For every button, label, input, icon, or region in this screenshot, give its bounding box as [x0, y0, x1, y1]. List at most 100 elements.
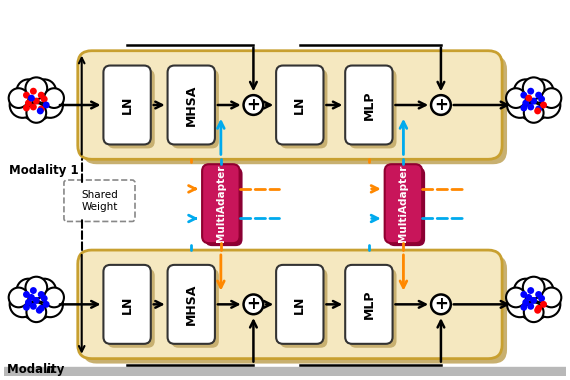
FancyBboxPatch shape: [280, 269, 327, 348]
Circle shape: [431, 95, 451, 115]
Circle shape: [535, 291, 542, 298]
Text: LN: LN: [121, 295, 133, 313]
Circle shape: [520, 304, 527, 311]
Circle shape: [23, 291, 30, 298]
Circle shape: [38, 92, 44, 98]
Circle shape: [535, 92, 542, 98]
Circle shape: [520, 291, 527, 298]
Text: Modality: Modality: [7, 363, 68, 375]
Circle shape: [243, 294, 263, 314]
Circle shape: [538, 295, 545, 302]
Circle shape: [41, 295, 48, 302]
Text: MLP: MLP: [363, 90, 376, 120]
Text: +: +: [246, 95, 260, 114]
Circle shape: [514, 79, 538, 103]
Circle shape: [30, 103, 37, 111]
Circle shape: [524, 302, 544, 322]
Circle shape: [535, 291, 560, 317]
Circle shape: [530, 297, 537, 304]
Circle shape: [43, 301, 50, 308]
FancyBboxPatch shape: [385, 164, 422, 243]
Text: MHSA: MHSA: [185, 283, 198, 325]
Circle shape: [530, 79, 553, 103]
FancyBboxPatch shape: [280, 70, 327, 149]
Circle shape: [527, 287, 534, 294]
Circle shape: [26, 78, 47, 99]
FancyBboxPatch shape: [103, 65, 151, 144]
Circle shape: [19, 285, 54, 320]
Circle shape: [542, 88, 561, 108]
FancyBboxPatch shape: [202, 164, 239, 243]
Circle shape: [527, 88, 534, 95]
Circle shape: [17, 279, 40, 302]
Circle shape: [41, 96, 48, 103]
Circle shape: [524, 103, 544, 123]
Circle shape: [30, 88, 37, 95]
Circle shape: [514, 279, 538, 302]
Circle shape: [523, 277, 544, 298]
Text: MLP: MLP: [363, 290, 376, 319]
Circle shape: [28, 95, 35, 101]
Circle shape: [526, 294, 532, 301]
Circle shape: [25, 100, 32, 106]
Circle shape: [26, 103, 46, 123]
FancyBboxPatch shape: [345, 65, 393, 144]
Circle shape: [506, 88, 526, 108]
Circle shape: [30, 287, 37, 294]
Text: +: +: [434, 295, 448, 313]
Circle shape: [38, 291, 44, 298]
FancyBboxPatch shape: [103, 265, 151, 344]
Circle shape: [530, 279, 553, 302]
Circle shape: [542, 288, 561, 307]
FancyBboxPatch shape: [78, 250, 502, 359]
Circle shape: [540, 101, 547, 108]
Circle shape: [33, 98, 40, 104]
FancyBboxPatch shape: [205, 167, 243, 246]
Circle shape: [38, 305, 44, 312]
Circle shape: [526, 95, 532, 101]
FancyBboxPatch shape: [276, 65, 324, 144]
Circle shape: [33, 297, 40, 304]
Text: LN: LN: [121, 96, 133, 114]
Circle shape: [30, 303, 37, 310]
Circle shape: [36, 307, 43, 314]
Circle shape: [520, 92, 527, 98]
Circle shape: [44, 288, 64, 307]
Circle shape: [516, 285, 551, 320]
Text: MHSA: MHSA: [185, 84, 198, 126]
Circle shape: [10, 92, 35, 118]
Circle shape: [23, 304, 30, 311]
Bar: [4, 367, 566, 377]
Circle shape: [535, 305, 542, 312]
Circle shape: [431, 294, 451, 314]
Circle shape: [527, 103, 534, 111]
Circle shape: [516, 85, 551, 121]
FancyBboxPatch shape: [172, 70, 219, 149]
Circle shape: [37, 92, 63, 118]
FancyBboxPatch shape: [64, 180, 135, 222]
Text: +: +: [434, 95, 448, 114]
Circle shape: [26, 302, 46, 322]
Circle shape: [522, 299, 529, 306]
Circle shape: [535, 106, 542, 112]
Text: LN: LN: [294, 295, 306, 313]
Text: LN: LN: [294, 96, 306, 114]
Text: +: +: [246, 295, 260, 313]
Text: Modality 1: Modality 1: [9, 164, 78, 177]
Text: MultiAdapter: MultiAdapter: [216, 165, 226, 242]
Circle shape: [527, 303, 534, 310]
Circle shape: [43, 101, 50, 108]
FancyBboxPatch shape: [168, 65, 215, 144]
Circle shape: [520, 105, 527, 111]
Text: MultiAdapter: MultiAdapter: [398, 165, 409, 242]
FancyBboxPatch shape: [168, 265, 215, 344]
Circle shape: [25, 299, 32, 306]
Circle shape: [522, 100, 529, 106]
FancyBboxPatch shape: [172, 269, 219, 348]
Circle shape: [9, 88, 28, 108]
FancyBboxPatch shape: [78, 51, 502, 159]
Circle shape: [17, 79, 40, 103]
Circle shape: [32, 79, 56, 103]
Circle shape: [28, 294, 35, 301]
Circle shape: [10, 291, 35, 317]
